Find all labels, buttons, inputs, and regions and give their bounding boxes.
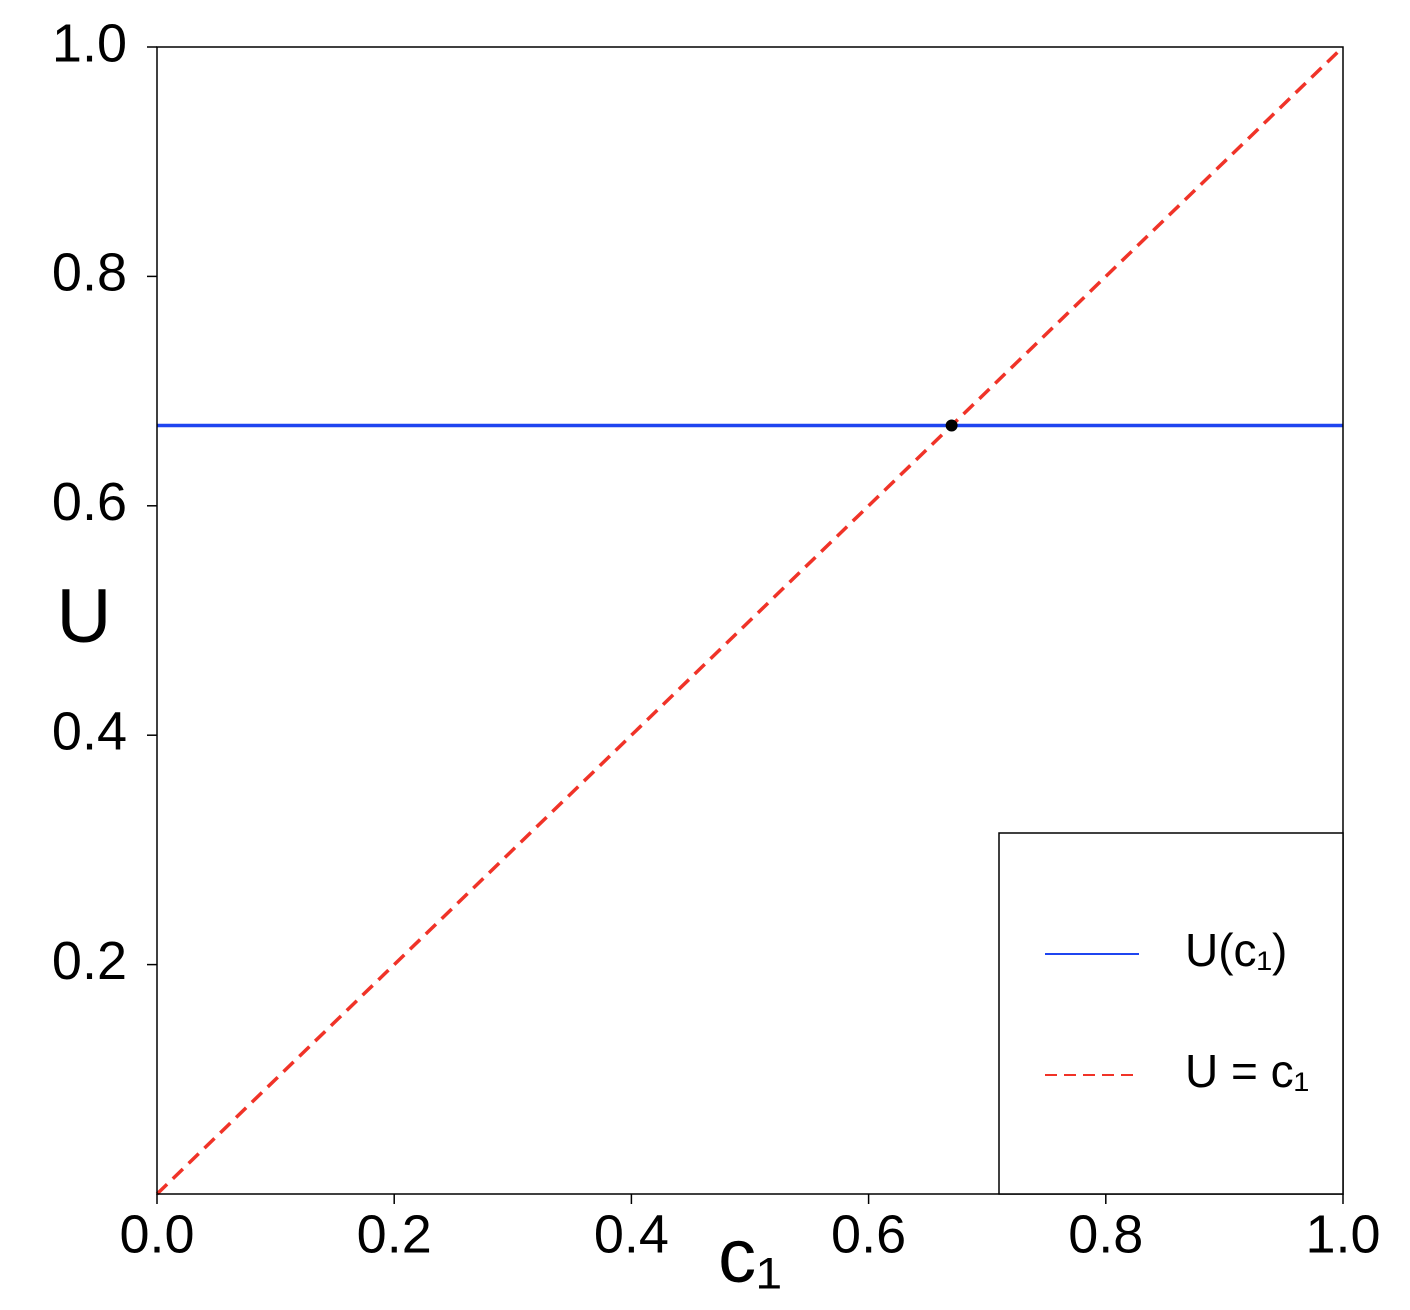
legend-label: U = c₁ bbox=[1185, 1045, 1309, 1097]
x-tick-label: 0.0 bbox=[119, 1204, 194, 1264]
y-tick-label: 0.2 bbox=[52, 931, 127, 991]
y-tick-label: 0.8 bbox=[52, 243, 127, 303]
x-tick-label: 0.4 bbox=[594, 1204, 669, 1264]
x-tick-label: 0.8 bbox=[1068, 1204, 1143, 1264]
x-tick-label: 1.0 bbox=[1305, 1204, 1380, 1264]
y-tick-label: 1.0 bbox=[52, 13, 127, 73]
y-tick-label: 0.6 bbox=[52, 472, 127, 532]
x-tick-label: 0.6 bbox=[831, 1204, 906, 1264]
plot-frame bbox=[156, 46, 1344, 1195]
legend-box bbox=[998, 832, 1344, 1195]
legend-label: U(c₁) bbox=[1185, 924, 1287, 976]
x-tick-label: 0.2 bbox=[357, 1204, 432, 1264]
y-axis-label: U bbox=[57, 574, 112, 659]
y-tick-label: 0.4 bbox=[52, 701, 127, 761]
x-axis-label: c₁ bbox=[718, 1214, 782, 1299]
series-line bbox=[155, 45, 1345, 1196]
point bbox=[945, 419, 958, 432]
